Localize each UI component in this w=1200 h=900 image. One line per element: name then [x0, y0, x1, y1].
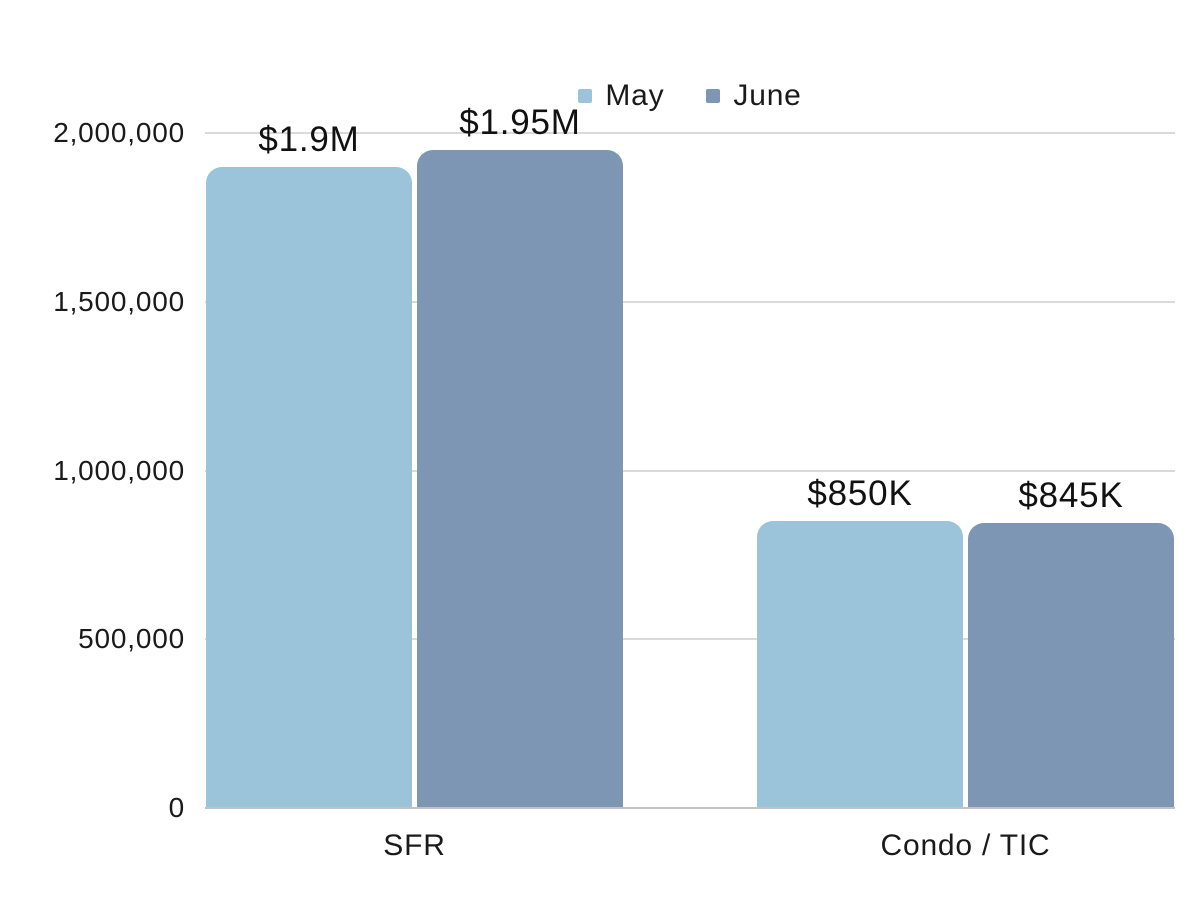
- y-tick-label: 1,500,000: [53, 285, 185, 317]
- legend-item-june: June: [706, 81, 801, 111]
- gridline: [205, 469, 1175, 472]
- gridline: [205, 132, 1175, 134]
- bar-value-label: $1.9M: [258, 119, 360, 159]
- bar-value-label: $850K: [807, 474, 913, 514]
- y-tick-label: 1,000,000: [53, 454, 185, 486]
- bar-may-sfr: [206, 166, 412, 808]
- bar-may-condo-tic: [757, 521, 963, 808]
- y-tick-label: 0: [168, 792, 185, 823]
- bar-june-sfr: [417, 149, 623, 808]
- gridline: [205, 300, 1175, 303]
- legend: May June: [205, 76, 1175, 116]
- bar-value-label: $1.95M: [459, 102, 581, 142]
- y-tick-label: 2,000,000: [53, 117, 185, 148]
- legend-swatch-icon: [706, 89, 721, 103]
- x-axis-line: [205, 807, 1175, 809]
- legend-item-may: May: [578, 81, 664, 111]
- x-category-label: SFR: [383, 829, 446, 862]
- x-category-label: Condo / TIC: [880, 829, 1051, 862]
- bar-value-label: $845K: [1018, 475, 1124, 515]
- legend-label: May: [605, 79, 665, 112]
- y-tick-label: 500,000: [78, 623, 185, 655]
- bar-june-condo-tic: [968, 522, 1174, 808]
- legend-label: June: [733, 79, 802, 112]
- legend-swatch-icon: [578, 89, 593, 103]
- gridline: [205, 638, 1175, 641]
